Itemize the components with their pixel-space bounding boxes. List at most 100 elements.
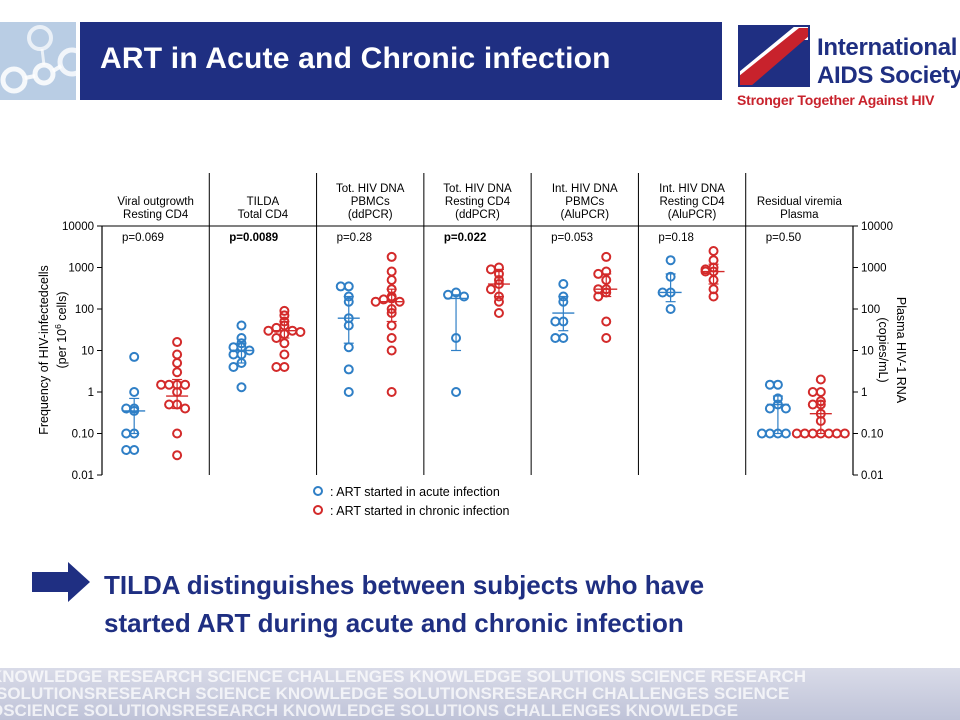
footer-banner: KNOWLEDGE RESEARCH SCIENCE CHALLENGES KN… <box>0 668 960 720</box>
data-point-acute <box>236 320 247 331</box>
data-point-chronic <box>799 428 810 439</box>
data-point-chronic <box>493 308 504 319</box>
data-point-chronic <box>295 326 306 337</box>
y-axis-label-right: Plasma HIV-1 RNA <box>894 297 908 404</box>
data-point-chronic <box>172 428 183 439</box>
y-tick-label-right: 10 <box>861 346 874 358</box>
molecule-graphic-icon <box>0 25 76 94</box>
data-point-chronic <box>386 251 397 262</box>
data-point-chronic <box>493 296 504 307</box>
data-point-acute <box>335 281 346 292</box>
data-point-acute <box>665 304 676 314</box>
data-point-acute <box>228 362 239 373</box>
data-point-chronic <box>271 333 282 344</box>
panel-header-label: Total CD4 <box>238 209 289 221</box>
data-point-chronic <box>831 428 842 439</box>
data-point-chronic <box>386 387 397 397</box>
data-point-acute <box>129 387 140 397</box>
data-point-chronic <box>807 399 818 410</box>
y-tick-label-left: 10 <box>81 346 94 358</box>
panel-header-label: PBMCs <box>351 196 390 208</box>
y-axis-label-right-units: (copies/mL) <box>876 317 890 382</box>
data-point-chronic <box>279 305 290 316</box>
y-tick-label-left: 0.01 <box>72 470 94 482</box>
scatter-chart: 10000 10000 1000 1000 100 100 10 10 1 1 0.10 0.10 0.… <box>37 173 908 518</box>
data-point-chronic <box>172 349 183 360</box>
ias-logo: International AIDS Society Stronger Toge… <box>735 20 960 110</box>
panel-header-label: Residual viremia <box>757 196 843 208</box>
panel-header-label: (AluPCR) <box>668 209 717 221</box>
panel-header-label: Viral outgrowth <box>117 196 194 208</box>
data-point-chronic <box>386 320 397 331</box>
panel-header-label: Tot. HIV DNA <box>336 183 405 195</box>
data-point-chronic <box>815 387 826 397</box>
panel-header-label: (ddPCR) <box>455 209 500 221</box>
p-value-label: p=0.28 <box>337 232 373 244</box>
panel-header-label: (ddPCR) <box>348 209 393 221</box>
data-point-chronic <box>386 333 397 344</box>
data-point-chronic <box>593 268 604 279</box>
data-point-acute <box>343 281 354 292</box>
data-point-acute <box>121 445 132 456</box>
data-point-acute <box>129 445 140 456</box>
data-point-chronic <box>279 310 290 321</box>
legend-marker <box>313 505 323 515</box>
legend-label: : ART started in acute infection <box>330 485 500 499</box>
data-point-acute <box>451 387 462 397</box>
data-point-chronic <box>601 316 612 327</box>
data-point-acute <box>121 403 132 414</box>
data-point-acute <box>343 364 354 375</box>
data-point-chronic <box>164 379 175 390</box>
data-point-chronic <box>807 387 818 397</box>
data-point-chronic <box>708 245 719 256</box>
footer-wordcloud: KNOWLEDGE RESEARCH SCIENCE CHALLENGES KN… <box>0 668 960 719</box>
data-point-chronic <box>791 428 802 439</box>
data-point-chronic <box>279 349 290 360</box>
data-point-chronic <box>485 284 496 295</box>
data-point-acute <box>558 333 569 344</box>
data-point-chronic <box>815 374 826 385</box>
takeaway-text: TILDA distinguishes between subjects who… <box>104 566 904 642</box>
p-value-label: p=0.50 <box>766 232 802 244</box>
p-value-label: p=0.18 <box>658 232 694 244</box>
y-tick-label-right: 10000 <box>861 221 893 233</box>
data-point-chronic <box>263 325 274 336</box>
panel-header-label: PBMCs <box>565 196 604 208</box>
y-tick-label-right: 0.01 <box>861 470 883 482</box>
data-point-chronic <box>156 379 167 390</box>
p-value-label: p=0.053 <box>551 232 593 244</box>
data-point-chronic <box>180 379 191 390</box>
y-tick-label-right: 1 <box>861 387 867 399</box>
data-point-chronic <box>823 428 834 439</box>
data-point-chronic <box>807 428 818 439</box>
panel-header-label: TILDA <box>247 196 280 208</box>
data-point-acute <box>780 428 791 439</box>
y-tick-label-left: 0.10 <box>72 429 94 441</box>
ias-flag-icon <box>738 25 810 87</box>
data-point-acute <box>764 428 775 439</box>
data-point-acute <box>780 403 791 414</box>
data-point-chronic <box>601 251 612 262</box>
legend-marker <box>313 486 323 496</box>
takeaway-line1: TILDA distinguishes between subjects who… <box>104 570 705 600</box>
panel-header-label: Plasma <box>780 209 819 221</box>
data-point-acute <box>343 342 354 353</box>
data-point-chronic <box>386 345 397 356</box>
data-point-acute <box>121 428 132 439</box>
data-point-acute <box>756 428 767 439</box>
data-point-acute <box>129 351 140 362</box>
data-point-chronic <box>601 333 612 344</box>
panel-header-label: Resting CD4 <box>123 209 189 221</box>
data-point-chronic <box>172 367 183 378</box>
panel-header-label: Int. HIV DNA <box>659 183 725 195</box>
data-point-chronic <box>271 362 282 373</box>
data-point-chronic <box>370 296 381 307</box>
panel-header-label: Resting CD4 <box>445 196 511 208</box>
data-point-chronic <box>279 362 290 373</box>
data-point-chronic <box>172 357 183 368</box>
ias-tagline: Stronger Together Against HIV <box>737 92 935 108</box>
header-decoration <box>0 22 76 100</box>
data-point-acute <box>550 316 561 327</box>
panel-header-label: (AluPCR) <box>561 209 610 221</box>
data-point-acute <box>772 379 783 390</box>
